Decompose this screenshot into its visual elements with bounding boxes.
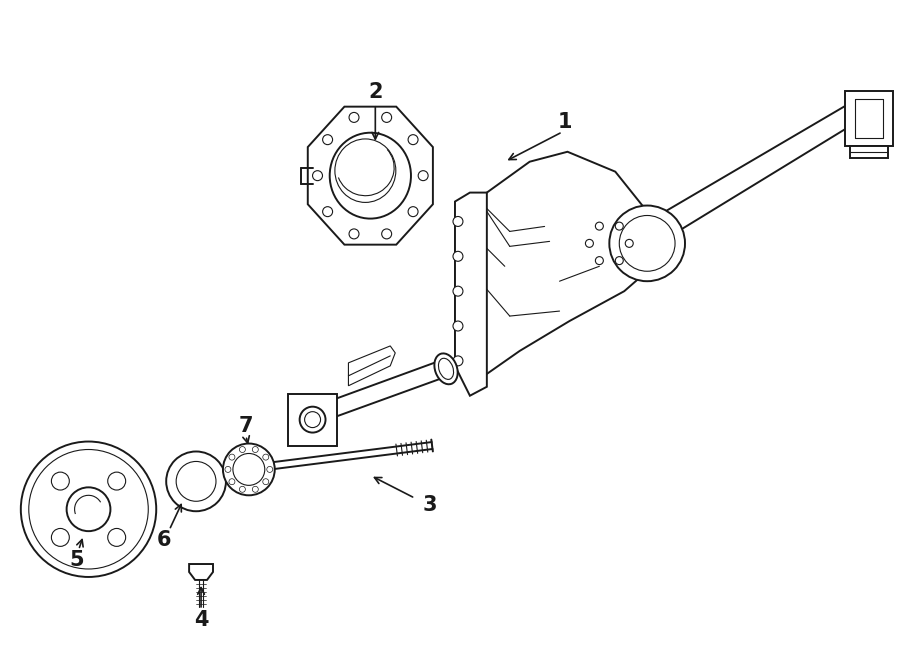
Text: 7: 7 [238,416,253,436]
Text: 4: 4 [194,610,208,630]
Text: 6: 6 [157,530,172,550]
Circle shape [418,171,428,180]
Circle shape [108,472,126,490]
Circle shape [408,135,418,145]
Circle shape [616,222,624,230]
Circle shape [349,229,359,239]
Circle shape [382,112,392,122]
Circle shape [453,321,463,331]
Circle shape [453,286,463,296]
Circle shape [453,251,463,261]
Circle shape [596,222,603,230]
Circle shape [453,217,463,227]
Ellipse shape [438,358,454,379]
Circle shape [266,467,273,473]
Circle shape [108,528,126,547]
Circle shape [263,479,269,485]
Circle shape [609,206,685,281]
Circle shape [619,215,675,271]
Circle shape [176,461,216,501]
Circle shape [304,412,320,428]
Polygon shape [845,91,893,146]
Ellipse shape [435,354,458,384]
Circle shape [233,453,265,485]
Circle shape [300,407,326,432]
Circle shape [21,442,157,577]
Circle shape [229,479,235,485]
Polygon shape [348,346,395,386]
Circle shape [263,454,269,460]
Circle shape [312,171,322,180]
Polygon shape [455,192,487,396]
Circle shape [239,486,246,492]
Text: 2: 2 [368,82,382,102]
Circle shape [616,256,624,264]
Ellipse shape [335,139,396,202]
Circle shape [626,239,634,247]
Circle shape [51,472,69,490]
Circle shape [585,239,593,247]
Polygon shape [850,146,888,158]
Circle shape [408,207,418,217]
Polygon shape [189,564,213,580]
Polygon shape [288,394,338,446]
Circle shape [453,356,463,366]
Circle shape [239,447,246,453]
Circle shape [382,229,392,239]
Circle shape [223,444,274,495]
Circle shape [252,486,258,492]
Circle shape [67,487,111,531]
Circle shape [225,467,231,473]
Circle shape [349,112,359,122]
Circle shape [166,451,226,511]
Ellipse shape [329,133,411,219]
Text: 1: 1 [557,112,572,132]
Circle shape [51,528,69,547]
Circle shape [322,135,333,145]
Text: 5: 5 [69,550,84,570]
Circle shape [252,447,258,453]
Polygon shape [308,106,433,245]
Circle shape [229,454,235,460]
Circle shape [322,207,333,217]
Circle shape [596,256,603,264]
Polygon shape [455,152,647,386]
Text: 3: 3 [423,495,437,516]
Circle shape [29,449,148,569]
